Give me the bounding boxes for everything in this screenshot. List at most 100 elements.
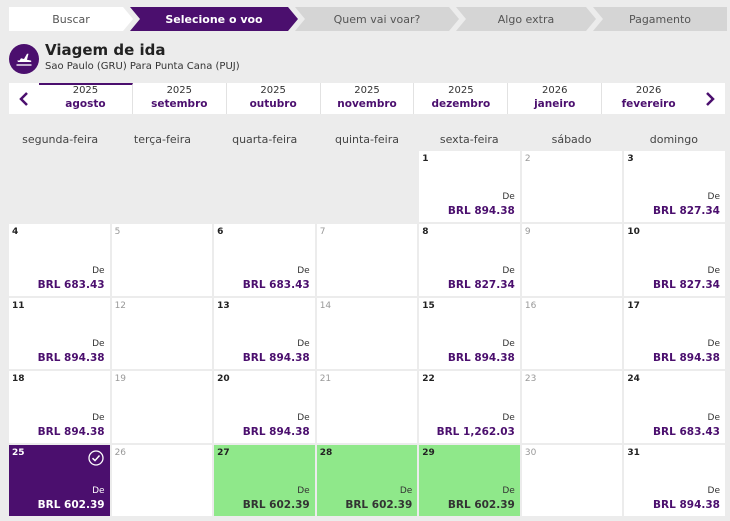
month-tab-setembro[interactable]: 2025 setembro — [133, 83, 227, 114]
calendar-day-13[interactable]: 13 De BRL 894.38 — [214, 297, 315, 370]
weekday-label: quinta-feira — [335, 133, 399, 146]
from-label: De — [502, 412, 515, 423]
fare-price: BRL 1,262.03 — [436, 425, 515, 438]
calendar-day-4[interactable]: 4 De BRL 683.43 — [9, 224, 110, 296]
fare-price: BRL 602.39 — [345, 499, 413, 511]
fare-price: BRL 827.34 — [447, 278, 515, 291]
prev-month-chevron-icon[interactable] — [9, 83, 39, 114]
month-tab-label: novembro — [337, 98, 397, 110]
from-label: De — [707, 412, 720, 423]
from-label: De — [399, 486, 413, 496]
month-tabs: 2025 agosto 2025 setembro 2025 outubro 2025 nov… — [39, 83, 695, 114]
calendar-empty-cell — [112, 151, 213, 222]
from-label: De — [297, 339, 310, 350]
calendar-day-27[interactable]: 27 De BRL 602.39 — [214, 444, 315, 516]
calendar-day-15[interactable]: 15 De BRL 894.38 — [419, 297, 520, 370]
airplane-icon — [9, 44, 39, 74]
calendar-day-3[interactable]: 3 De BRL 827.34 — [624, 151, 725, 223]
month-tab-fevereiro[interactable]: 2026 fevereiro — [602, 83, 695, 114]
calendar-day-9: 9 — [521, 224, 623, 296]
calendar-day-5: 5 — [111, 224, 213, 296]
booking-steps: Buscar Selecione o voo Quem vai voar? Al… — [9, 7, 727, 31]
calendar-day-2: 2 — [521, 151, 623, 223]
from-label: De — [92, 486, 105, 496]
weekday-label: quarta-feira — [232, 133, 298, 146]
calendar-day-10[interactable]: 10 De BRL 827.34 — [624, 224, 725, 296]
month-tab-dezembro[interactable]: 2025 dezembro — [414, 83, 509, 114]
fare-price: BRL 827.34 — [653, 278, 720, 291]
calendar-day-21: 21 — [316, 371, 418, 443]
day-number: 11 — [12, 300, 25, 311]
fare-price: BRL 894.38 — [242, 425, 310, 438]
from-label: De — [297, 265, 310, 276]
day-number: 10 — [627, 227, 640, 238]
step-quem-vai-voar[interactable]: Quem vai voar? — [295, 7, 459, 31]
fare-price: BRL 683.43 — [242, 278, 310, 291]
calendar-empty-cell — [317, 151, 418, 222]
step-algo-extra[interactable]: Algo extra — [456, 7, 596, 31]
fare-price: BRL 683.43 — [653, 425, 720, 438]
step-buscar[interactable]: Buscar — [9, 7, 133, 31]
calendar-day-22[interactable]: 22 De BRL 1,262.03 — [419, 371, 520, 443]
fare-price: BRL 894.38 — [447, 352, 515, 365]
fare-price: BRL 894.38 — [653, 352, 720, 365]
month-tab-novembro[interactable]: 2025 novembro — [321, 83, 415, 114]
fare-price: BRL 602.39 — [37, 499, 105, 511]
day-number: 21 — [319, 374, 332, 385]
day-number: 2 — [524, 154, 531, 164]
step-selecione-o-voo[interactable]: Selecione o voo — [130, 7, 298, 31]
step-pagamento[interactable]: Pagamento — [593, 7, 727, 31]
month-tab-outubro[interactable]: 2025 outubro — [227, 83, 321, 114]
month-tab-agosto[interactable]: 2025 agosto — [39, 83, 133, 114]
calendar-day-30: 30 — [521, 444, 623, 516]
day-number: 6 — [217, 227, 224, 238]
day-number: 9 — [524, 227, 531, 238]
from-label: De — [707, 265, 720, 276]
calendar-day-24[interactable]: 24 De BRL 683.43 — [624, 371, 725, 443]
day-number: 29 — [422, 447, 435, 458]
weekday-label: sexta-feira — [439, 133, 499, 146]
calendar-day-14: 14 — [316, 297, 418, 370]
weekday-label: sábado — [551, 133, 592, 146]
calendar-grid: 1 De BRL 894.38 2 3 De BRL 827.34 4 De BRL 683.43… — [9, 151, 725, 516]
calendar-day-8[interactable]: 8 De BRL 827.34 — [419, 224, 520, 296]
calendar-empty-cell — [214, 151, 315, 222]
calendar-day-25[interactable]: 25 De BRL 602.39 — [9, 444, 110, 516]
month-tab-year: 2025 — [72, 85, 99, 96]
calendar-day-17[interactable]: 17 De BRL 894.38 — [624, 297, 725, 370]
weekday-label: terça-feira — [133, 133, 191, 146]
weekday-label: domingo — [649, 133, 698, 146]
calendar-day-29[interactable]: 29 De BRL 602.39 — [419, 444, 520, 516]
calendar-day-26: 26 — [111, 444, 213, 516]
from-label: De — [92, 412, 105, 423]
from-label: De — [707, 339, 720, 350]
month-tab-label: dezembro — [431, 98, 491, 110]
next-month-chevron-icon[interactable] — [695, 83, 725, 114]
from-label: De — [297, 486, 310, 496]
from-label: De — [707, 192, 720, 203]
calendar-day-31[interactable]: 31 De BRL 894.38 — [624, 444, 725, 516]
day-number: 4 — [12, 227, 19, 238]
from-label: De — [92, 339, 105, 350]
calendar-day-18[interactable]: 18 De BRL 894.38 — [9, 371, 110, 443]
day-number: 28 — [319, 447, 333, 458]
month-tab-year: 2026 — [635, 85, 662, 96]
day-number: 17 — [627, 300, 640, 311]
weekday-label: segunda-feira — [22, 133, 99, 146]
calendar-day-11[interactable]: 11 De BRL 894.38 — [9, 297, 110, 370]
day-number: 30 — [524, 447, 537, 458]
route-subtitle: Sao Paulo (GRU) Para Punta Cana (PUJ) — [45, 61, 240, 72]
calendar-day-6[interactable]: 6 De BRL 683.43 — [214, 224, 315, 296]
month-tab-year: 2026 — [542, 85, 568, 96]
month-tab-label: outubro — [249, 98, 297, 110]
day-number: 31 — [627, 447, 640, 458]
day-number: 27 — [217, 447, 230, 458]
calendar-day-20[interactable]: 20 De BRL 894.38 — [214, 371, 315, 443]
calendar-day-1[interactable]: 1 De BRL 894.38 — [419, 151, 520, 223]
day-number: 16 — [524, 300, 537, 311]
fare-price: BRL 894.38 — [653, 499, 720, 511]
month-tab-janeiro[interactable]: 2026 janeiro — [508, 83, 603, 114]
calendar-day-12: 12 — [111, 297, 213, 370]
day-number: 15 — [422, 300, 435, 311]
calendar-day-28[interactable]: 28 De BRL 602.39 — [316, 444, 418, 516]
